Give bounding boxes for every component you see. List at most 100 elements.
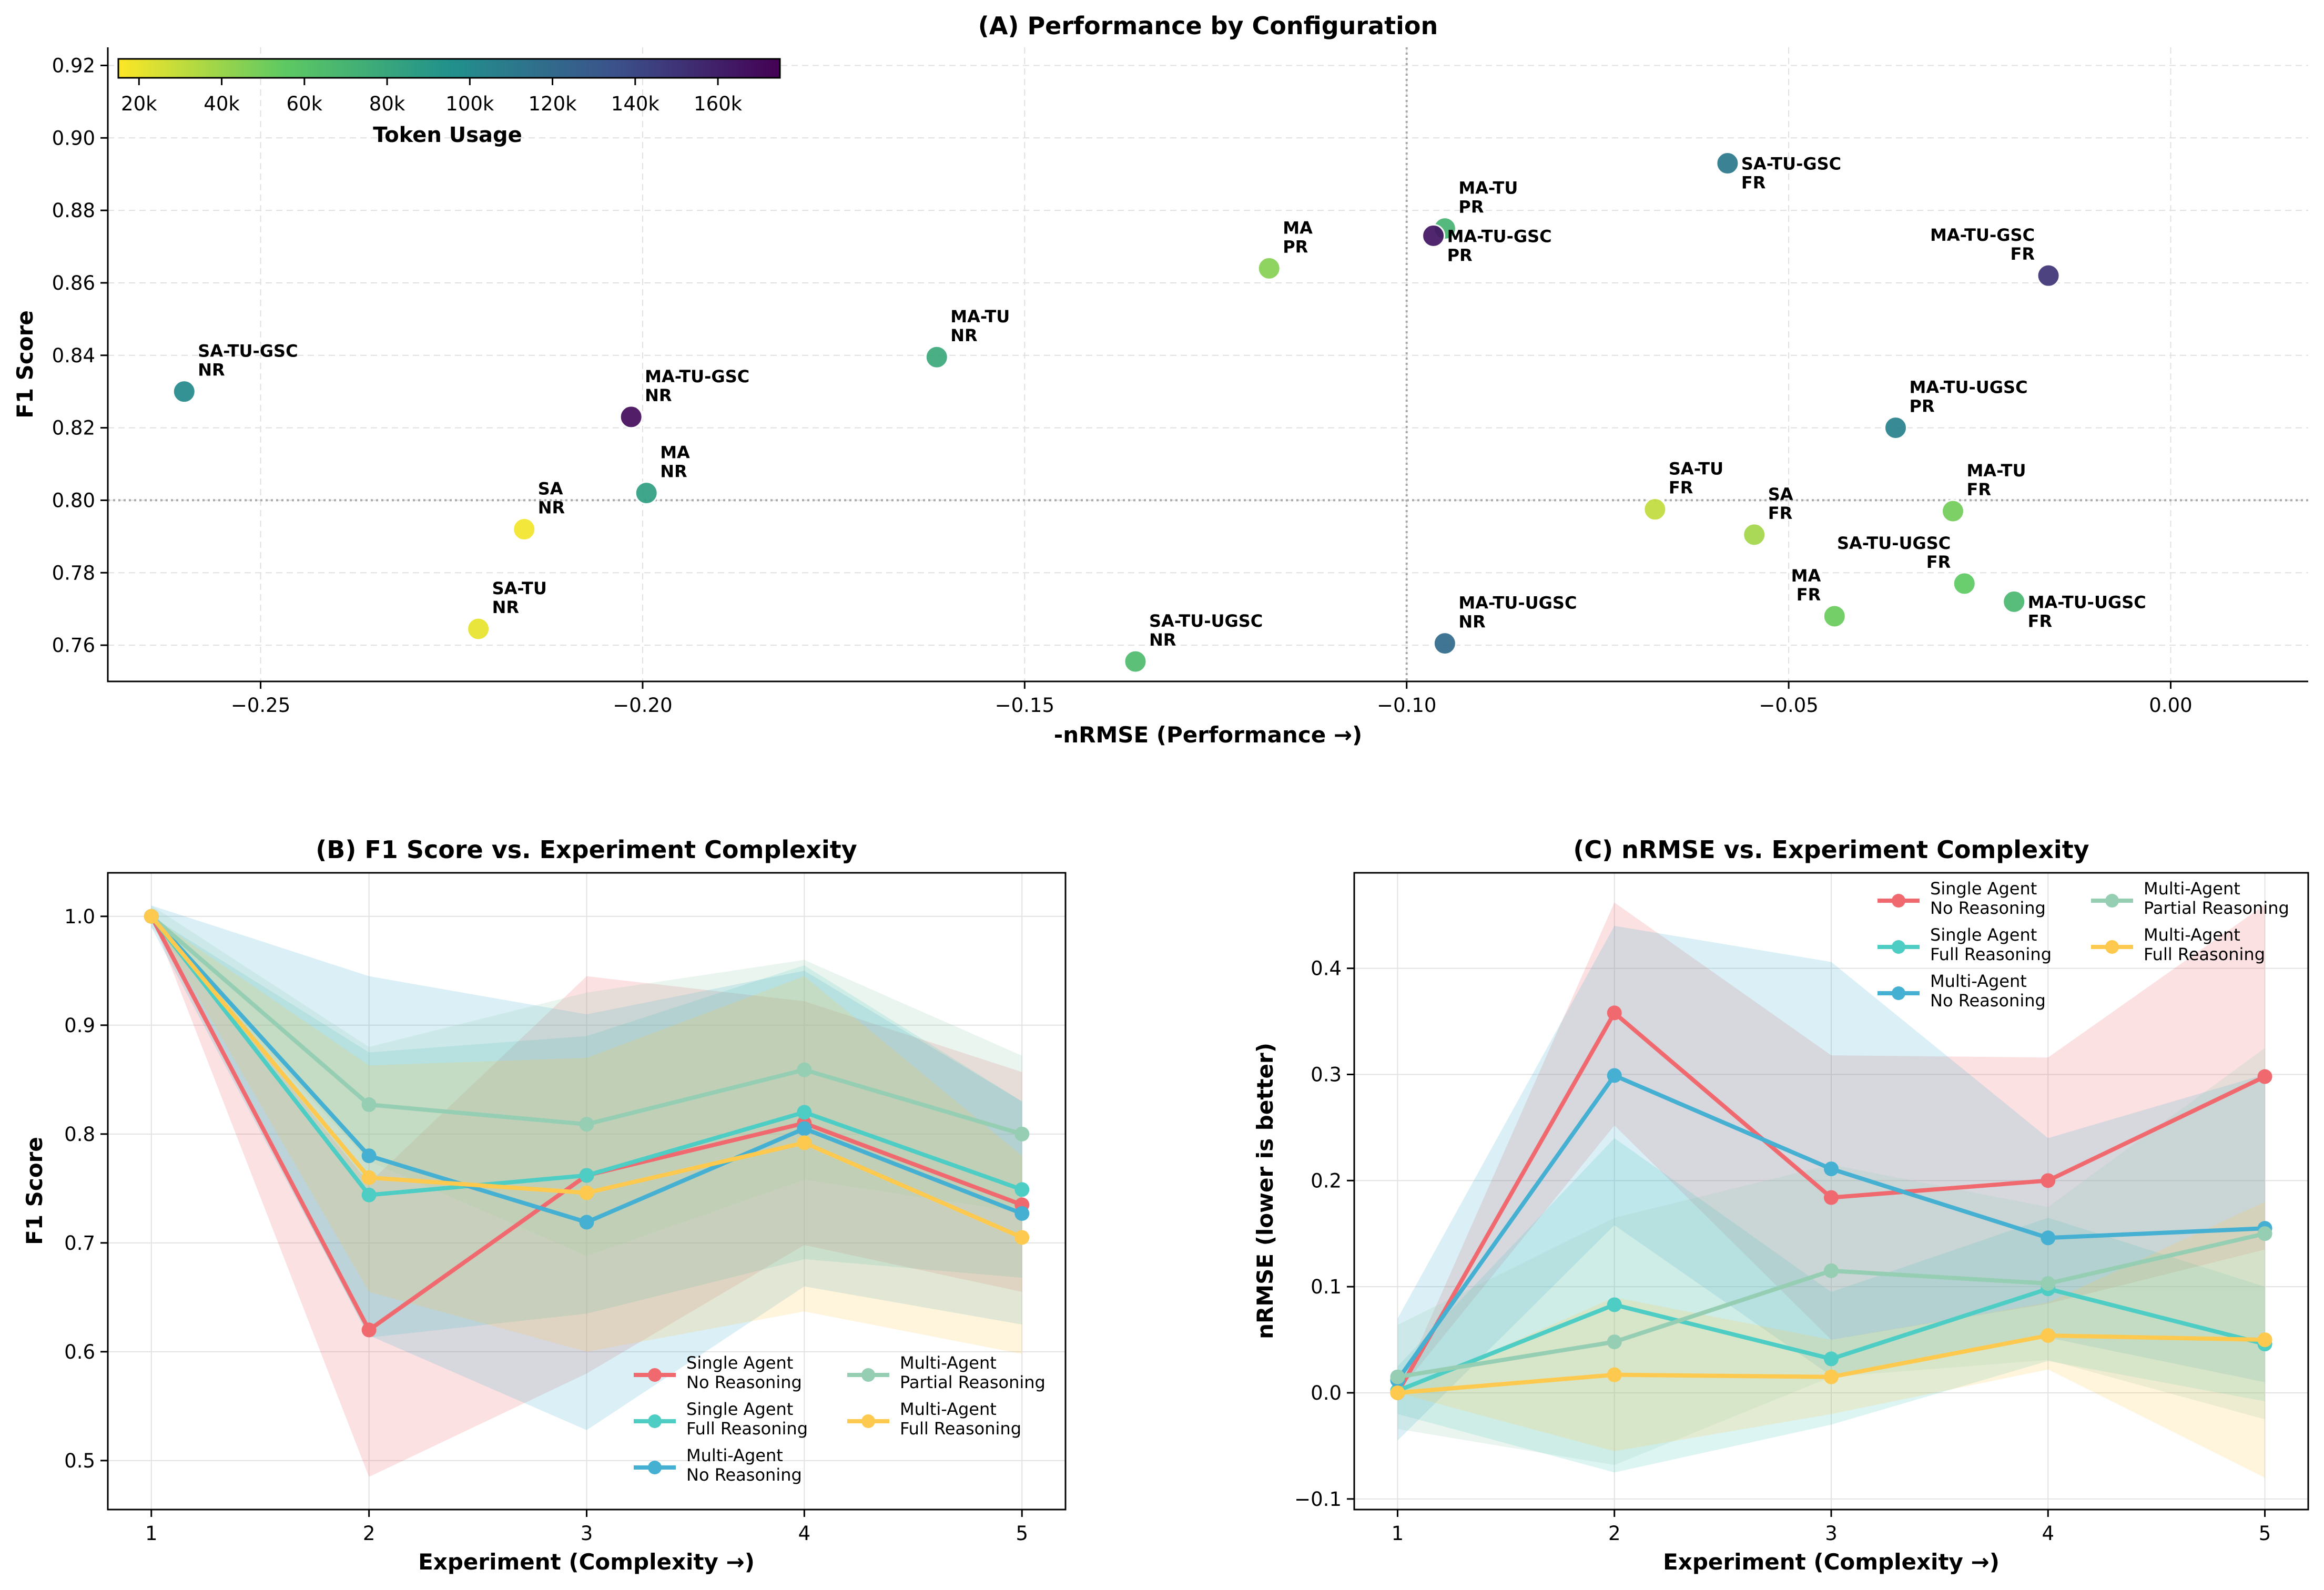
point-label-reasoning: FR xyxy=(1741,173,1766,193)
panel-c-y-tick-label: 0.3 xyxy=(1311,1063,1342,1086)
point-label-reasoning: FR xyxy=(1966,480,1991,500)
panel-a-x-tick-label: −0.10 xyxy=(1377,694,1436,717)
panel-b-data-point xyxy=(1014,1206,1030,1221)
point-label-config: SA-TU-GSC xyxy=(198,341,298,361)
point-label-reasoning: FR xyxy=(2011,244,2035,264)
point-label-config: SA xyxy=(1768,484,1793,504)
panel-b-data-point xyxy=(361,1170,377,1185)
panel-a-points xyxy=(172,151,2061,674)
panel-a-y-tick-label: 0.86 xyxy=(52,272,95,294)
panel-c-data-point xyxy=(1824,1190,1839,1205)
panel-b-legend-swatch-marker xyxy=(648,1414,662,1428)
scatter-point xyxy=(1422,223,1446,248)
scatter-point xyxy=(2036,263,2061,288)
panel-c-legend-swatch-marker xyxy=(1892,940,1905,954)
colorbar-tick-label: 20k xyxy=(121,93,157,115)
point-label-reasoning: NR xyxy=(660,462,687,482)
panel-b-data-point xyxy=(361,1148,377,1164)
panel-c-x-tick-label: 1 xyxy=(1392,1522,1404,1545)
colorbar-ticks: 20k 40k 60k 80k 100k 120k 140k 160k xyxy=(121,78,743,115)
panel-c-legend-label: Multi-Agent xyxy=(2144,925,2240,945)
scatter-point xyxy=(512,517,536,542)
point-label-reasoning: NR xyxy=(950,325,977,345)
point-label-reasoning: PR xyxy=(1458,197,1484,217)
panel-c-legend-label-sub: No Reasoning xyxy=(1930,991,2046,1011)
panel-b-legend-label: Single Agent xyxy=(686,1353,793,1373)
panel-b-x-tick-label: 4 xyxy=(798,1522,811,1545)
colorbar-tick-label: 60k xyxy=(287,93,323,115)
panel-c-legend-label-sub: Partial Reasoning xyxy=(2144,898,2289,918)
panel-c-legend-swatch-marker xyxy=(2105,940,2119,954)
panel-b-legend-label-sub: Full Reasoning xyxy=(686,1419,808,1439)
point-label-config: MA-TU-GSC xyxy=(645,366,749,386)
panel-b-title: (B) F1 Score vs. Experiment Complexity xyxy=(316,835,857,864)
panel-c: (C) nRMSE vs. Experiment Complexity 1 2 3 4… xyxy=(1252,835,2309,1575)
panel-b-confidence-band xyxy=(151,916,1022,1354)
panel-a-x-tick-label: 0.00 xyxy=(2149,694,2192,717)
panel-b-data-point xyxy=(579,1117,594,1132)
scatter-point xyxy=(1716,151,1740,176)
panel-c-y-tick-label: 0.1 xyxy=(1311,1276,1342,1298)
point-label-config: SA-TU-UGSC xyxy=(1149,611,1263,631)
scatter-point xyxy=(2002,589,2026,614)
panel-a: (A) Performance by Configuration SA-TU-G… xyxy=(12,12,2308,748)
colorbar-tick-label: 80k xyxy=(369,93,405,115)
panel-b: (B) F1 Score vs. Experiment Complexity 1… xyxy=(22,835,1067,1575)
point-label-reasoning: NR xyxy=(198,360,225,380)
point-label-config: MA xyxy=(1791,566,1821,586)
panel-c-x-ticks: 1 2 3 4 5 xyxy=(1392,1510,2271,1545)
panel-c-confidence-band xyxy=(1397,1048,2265,1465)
panel-b-legend-label: Multi-Agent xyxy=(900,1399,997,1419)
panel-b-data-point xyxy=(797,1105,812,1120)
panel-b-y-tick-label: 0.7 xyxy=(64,1232,95,1255)
panel-b-legend-label-sub: No Reasoning xyxy=(686,1465,802,1485)
panel-b-legend-label-sub: Partial Reasoning xyxy=(900,1372,1046,1392)
panel-c-x-tick-label: 5 xyxy=(2259,1522,2271,1545)
panel-c-title: (C) nRMSE vs. Experiment Complexity xyxy=(1573,835,2089,864)
point-label-config: MA-TU-UGSC xyxy=(1910,378,2028,398)
panel-a-grid xyxy=(108,47,2308,681)
scatter-point xyxy=(1257,256,1281,280)
panel-b-data-point xyxy=(361,1322,377,1338)
panel-b-x-label: Experiment (Complexity →) xyxy=(418,1549,755,1575)
panel-c-data-point xyxy=(1607,1297,1622,1312)
scatter-point xyxy=(634,481,658,505)
panel-c-data-point xyxy=(1607,1005,1622,1021)
panel-c-y-ticks: −0.1 0.0 0.1 0.2 0.3 0.4 xyxy=(1294,957,1354,1511)
panel-a-y-tick-label: 0.84 xyxy=(52,344,95,367)
panel-b-data-point xyxy=(797,1135,812,1150)
panel-b-x-tick-label: 3 xyxy=(581,1522,593,1545)
point-label-reasoning: PR xyxy=(1910,396,1935,416)
panel-b-x-ticks: 1 2 3 4 5 xyxy=(145,1510,1028,1545)
panel-b-legend-label: Multi-Agent xyxy=(686,1445,783,1465)
panel-c-data-point xyxy=(2257,1226,2272,1241)
point-label-config: SA-TU xyxy=(492,578,547,598)
panel-b-legend-label: Single Agent xyxy=(686,1399,793,1419)
panel-c-x-tick-label: 3 xyxy=(1825,1522,1838,1545)
panel-c-data-point xyxy=(1607,1334,1622,1350)
point-label-config: MA-TU-GSC xyxy=(1447,226,1552,246)
panel-b-legend-label: Multi-Agent xyxy=(900,1353,997,1373)
point-label-config: SA xyxy=(538,479,563,499)
panel-b-legend-label-sub: Full Reasoning xyxy=(900,1419,1021,1439)
panel-c-y-tick-label: 0.0 xyxy=(1311,1382,1342,1404)
scatter-point xyxy=(466,617,491,641)
panel-a-y-tick-label: 0.80 xyxy=(52,489,95,512)
scatter-point xyxy=(925,345,949,369)
point-label-config: MA-TU-UGSC xyxy=(1458,593,1577,613)
scatter-point xyxy=(1884,416,1907,440)
panel-c-data-point xyxy=(1824,1161,1839,1177)
point-label-config: MA-TU-GSC xyxy=(1930,225,2035,245)
point-label-config: SA-TU xyxy=(1669,459,1723,479)
panel-a-y-tick-label: 0.78 xyxy=(52,562,95,584)
panel-a-y-label: F1 Score xyxy=(12,310,38,419)
panel-b-data-point xyxy=(144,909,159,924)
panel-b-confidence-band xyxy=(151,905,1022,1256)
panel-c-lines xyxy=(1390,1005,2272,1400)
panel-c-data-point xyxy=(2257,1332,2272,1348)
scatter-point xyxy=(1643,497,1667,522)
panel-c-legend-swatch-marker xyxy=(1892,894,1905,908)
panel-c-data-point xyxy=(1390,1385,1405,1400)
panel-a-x-tick-label: −0.15 xyxy=(995,694,1054,717)
